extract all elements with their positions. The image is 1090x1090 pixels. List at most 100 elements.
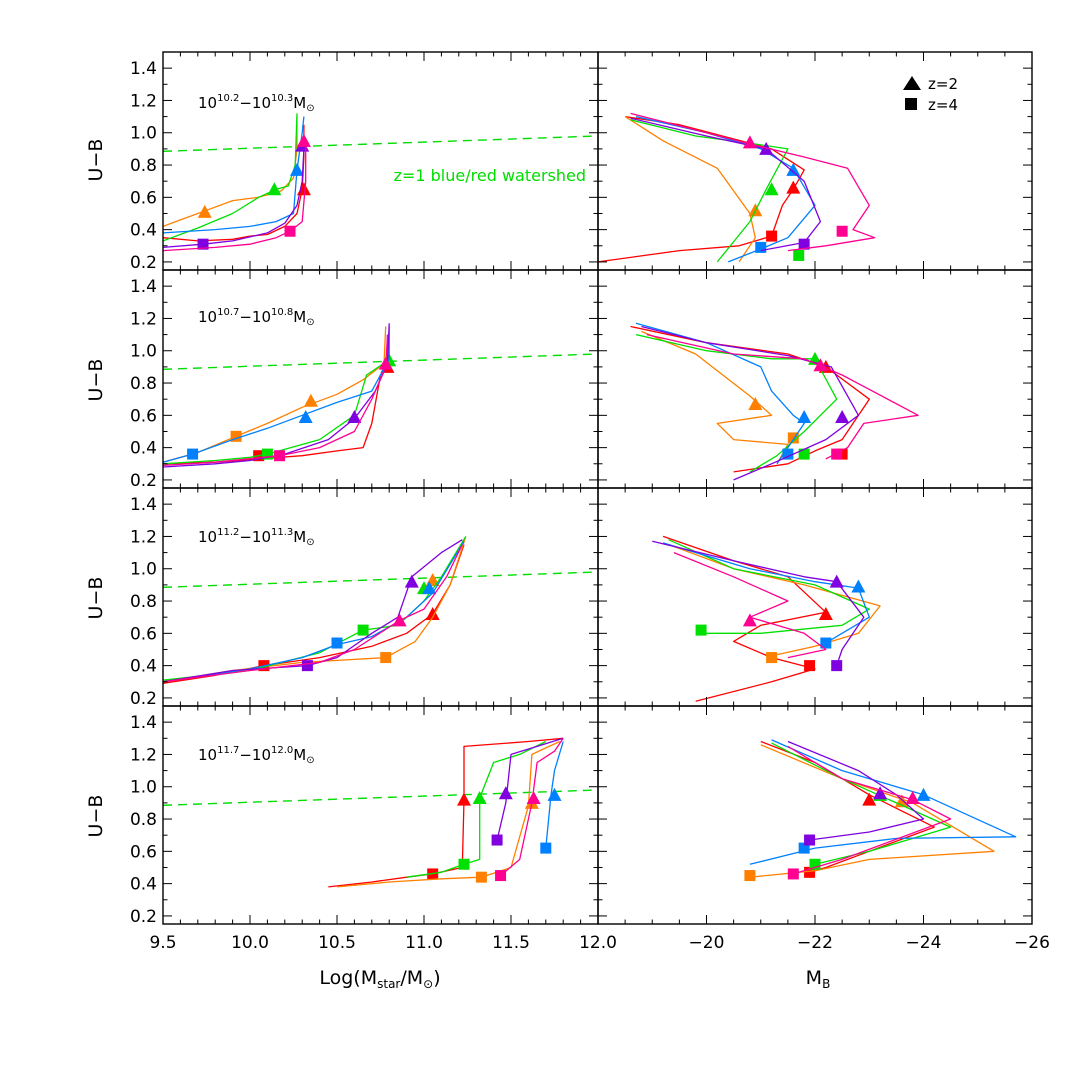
track-line-magenta — [787, 745, 952, 875]
panel-frame-right — [597, 51, 1033, 271]
z4-square-marker — [230, 430, 242, 442]
x-tick-label: 11.0 — [405, 933, 443, 953]
y-tick-label: 0.2 — [130, 471, 157, 491]
z4-square-marker — [820, 637, 832, 649]
track-line-purple — [496, 737, 564, 841]
z4-square-marker — [261, 448, 273, 460]
z4-square-marker — [798, 448, 810, 460]
z4-square-marker — [331, 637, 343, 649]
z4-square-marker — [793, 249, 805, 261]
track-line-blue — [635, 322, 805, 465]
track-line-magenta — [163, 140, 307, 252]
x-tick-label: 9.5 — [149, 933, 176, 953]
z2-triangle-marker — [457, 792, 472, 806]
track-line-blue — [163, 540, 465, 683]
y-tick-label: 0.6 — [130, 406, 157, 426]
y-tick-label: 0.6 — [130, 842, 157, 862]
watershed-annotation: z=1 blue/red watershed — [394, 166, 586, 185]
x-tick-label: −22 — [797, 933, 833, 953]
y-tick-label: 0.6 — [130, 188, 157, 208]
track-line-red — [163, 334, 389, 465]
y-tick-label: 0.2 — [130, 253, 157, 273]
z2-triangle-marker — [303, 393, 318, 407]
legend-triangle-icon — [903, 76, 921, 90]
z4-square-marker — [798, 238, 810, 250]
track-line-green — [635, 333, 838, 473]
mass-bin-label-row-4: 1011.7−1012.0M⊙ — [198, 745, 315, 766]
z2-triangle-marker — [526, 791, 541, 805]
track-line-purple — [787, 740, 925, 841]
track-line-green — [630, 119, 789, 263]
z4-square-marker — [491, 834, 503, 846]
z4-square-marker — [766, 652, 778, 664]
track-line-blue — [635, 115, 816, 263]
watershed-line — [162, 135, 599, 153]
track-line-blue — [662, 542, 870, 644]
legend-square-icon — [905, 98, 917, 110]
z4-square-marker — [301, 660, 313, 672]
track-line-red — [598, 115, 805, 263]
legend-label-z2: z=2 — [928, 75, 958, 93]
z4-square-marker — [284, 225, 296, 237]
track-line-red — [163, 124, 305, 242]
z2-triangle-marker — [422, 581, 437, 595]
z4-square-marker — [744, 870, 756, 882]
track-line-magenta — [646, 333, 919, 460]
z4-square-marker — [787, 868, 799, 880]
x-tick-label: 10.0 — [231, 933, 269, 953]
x-tick-label: −26 — [1014, 933, 1050, 953]
z4-square-marker — [197, 238, 209, 250]
x-tick-label: −20 — [689, 933, 725, 953]
y-tick-label: 1.2 — [130, 309, 157, 329]
z2-triangle-marker — [748, 397, 763, 411]
y-tick-label: 1.0 — [130, 778, 157, 798]
track-line-magenta — [163, 544, 463, 683]
z4-square-marker — [804, 866, 816, 878]
track-line-orange — [163, 326, 387, 463]
x-tick-label: 11.5 — [492, 933, 530, 953]
track-line-blue — [749, 739, 1017, 865]
y-tick-label: 0.8 — [130, 592, 157, 612]
y-tick-label: 1.2 — [130, 527, 157, 547]
track-line-green — [771, 742, 952, 865]
z4-square-marker — [798, 842, 810, 854]
y-tick-label: 0.2 — [130, 907, 157, 927]
z2-triangle-marker — [298, 409, 313, 423]
track-line-purple — [163, 539, 463, 683]
y-tick-label: 1.4 — [130, 713, 157, 733]
z4-square-marker — [831, 448, 843, 460]
y-tick-label: 1.0 — [130, 124, 157, 144]
y-tick-label: 1.4 — [130, 495, 157, 515]
panel-frame-left — [162, 705, 599, 925]
z2-triangle-marker — [818, 606, 833, 620]
z4-square-marker — [782, 448, 794, 460]
z4-square-marker — [540, 842, 552, 854]
z4-square-marker — [187, 448, 199, 460]
z2-triangle-marker — [829, 574, 844, 588]
z2-triangle-marker — [392, 613, 407, 627]
y-tick-label: 0.4 — [130, 875, 157, 895]
y-tick-label: 0.2 — [130, 689, 157, 709]
watershed-line — [162, 571, 599, 589]
track-line-magenta — [500, 737, 564, 877]
y-tick-label: 1.0 — [130, 560, 157, 580]
z2-triangle-marker — [742, 135, 757, 149]
y-tick-label: 1.4 — [130, 277, 157, 297]
z4-square-marker — [495, 870, 507, 882]
x-axis-title-left: Log(Mstar/M⊙) — [319, 967, 440, 991]
watershed-line — [162, 789, 599, 807]
z2-triangle-marker — [862, 792, 877, 806]
z2-triangle-marker — [425, 606, 440, 620]
track-line-red — [328, 737, 564, 888]
z2-triangle-marker — [835, 409, 850, 423]
z4-square-marker — [755, 241, 767, 253]
legend: z=2 z=4 — [903, 75, 958, 114]
z4-square-marker — [475, 871, 487, 883]
y-tick-label: 0.4 — [130, 221, 157, 241]
z2-triangle-marker — [764, 182, 779, 196]
legend-label-z4: z=4 — [928, 96, 958, 114]
x-axis-title-right: MB — [806, 967, 831, 991]
z4-square-marker — [274, 450, 286, 462]
mass-bin-label-row-3: 1011.2−1011.3M⊙ — [198, 527, 315, 548]
